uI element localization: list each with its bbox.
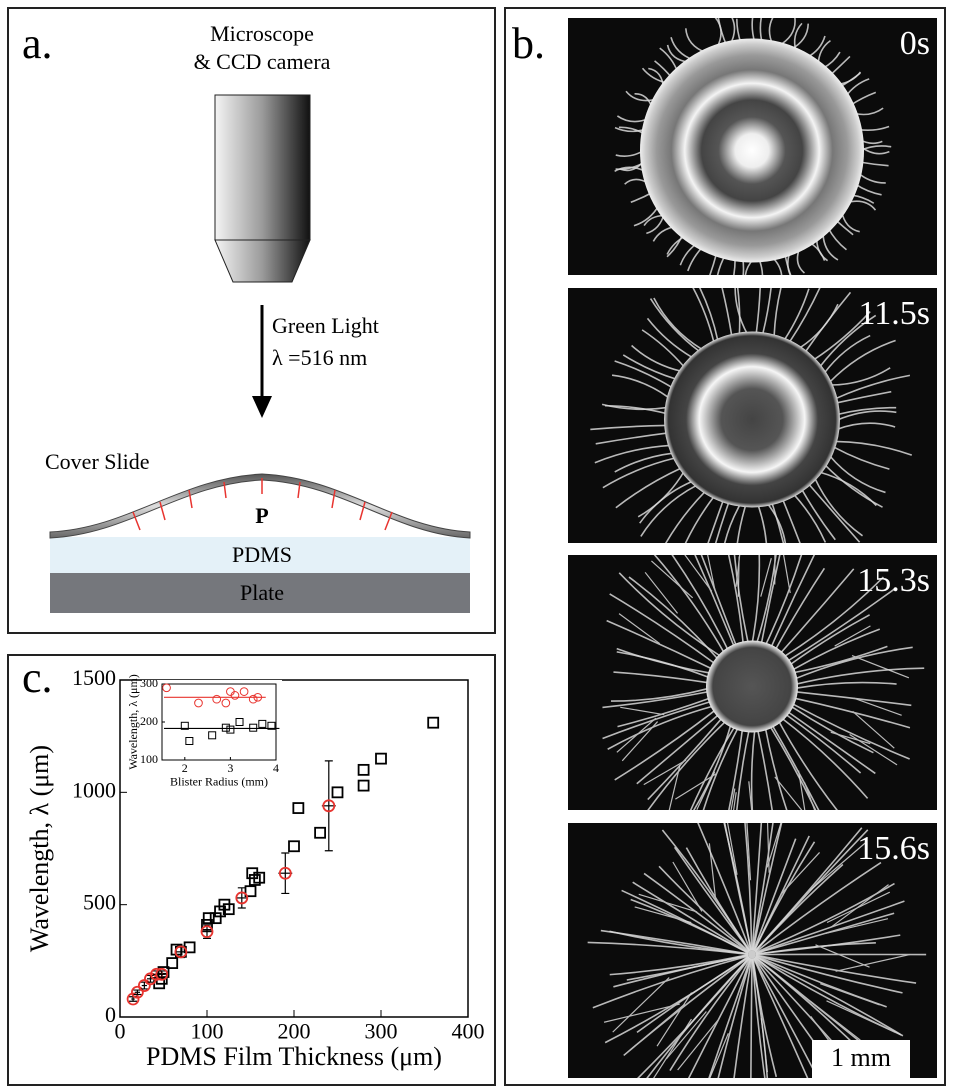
scale-bar-label: 1 mm xyxy=(831,1043,891,1072)
blister xyxy=(664,332,840,508)
label: Cover Slide xyxy=(45,449,150,474)
x-axis-label: PDMS Film Thickness (μm) xyxy=(146,1042,442,1071)
x-axis-label: Blister Radius (mm) xyxy=(170,775,268,789)
panel-label: b. xyxy=(512,19,545,68)
blister xyxy=(706,641,798,733)
page: a. Microscope & CCD camera Green Light λ… xyxy=(0,0,953,1092)
y-tick-label: 1000 xyxy=(72,777,116,802)
time-label: 15.6s xyxy=(857,830,930,867)
data-point xyxy=(376,754,386,764)
time-label: 11.5s xyxy=(859,295,930,332)
y-tick-label: 0 xyxy=(105,1002,116,1027)
blister xyxy=(640,39,864,263)
label: & CCD camera xyxy=(194,49,331,74)
panel-label: c. xyxy=(22,653,53,702)
y-tick-label: 1500 xyxy=(72,665,116,690)
data-point xyxy=(289,841,299,851)
micrograph: 0s xyxy=(568,13,937,287)
data-point xyxy=(315,828,325,838)
x-tick-label: 200 xyxy=(278,1019,311,1044)
y-tick-label: 500 xyxy=(83,890,116,915)
arrow-head xyxy=(252,396,272,418)
y-tick-label: 100 xyxy=(140,752,158,766)
microscope-lens xyxy=(215,240,310,282)
label: Green Light xyxy=(272,313,379,338)
label: Microscope xyxy=(210,21,314,46)
blister-center xyxy=(748,951,756,959)
image-frames: 0s 11.5s 15.3s 15.6s 1 mm xyxy=(568,13,937,1092)
data-point xyxy=(359,765,369,775)
y-axis-label: Wavelength, λ (μm) xyxy=(25,745,54,952)
data-point xyxy=(359,781,369,791)
data-point xyxy=(293,803,303,813)
time-label: 0s xyxy=(900,25,930,62)
micrograph: 15.3s xyxy=(568,524,937,855)
x-tick-label: 300 xyxy=(365,1019,398,1044)
panel-label: a. xyxy=(22,19,53,68)
figure: a. Microscope & CCD camera Green Light λ… xyxy=(0,0,953,1092)
data-point xyxy=(428,718,438,728)
label: Plate xyxy=(240,580,284,605)
y-tick-label: 200 xyxy=(140,714,158,728)
x-tick-label: 2 xyxy=(182,761,188,775)
data-point xyxy=(333,787,343,797)
time-label: 15.3s xyxy=(857,562,930,599)
label: PDMS xyxy=(232,542,292,567)
x-tick-label: 100 xyxy=(191,1019,224,1044)
micrograph: 11.5s xyxy=(568,263,937,579)
label: P xyxy=(255,503,268,528)
x-tick-label: 0 xyxy=(115,1019,126,1044)
y-tick-label: 300 xyxy=(140,676,158,690)
label: λ =516 nm xyxy=(272,345,367,370)
y-axis-label: Wavelength, λ (μm) xyxy=(126,674,140,770)
x-tick-label: 4 xyxy=(273,761,279,775)
x-tick-label: 3 xyxy=(227,761,233,775)
x-tick-label: 400 xyxy=(452,1019,485,1044)
plots: 0 100 200 300 400 0 500 1000 1500 PDMS Film Thick… xyxy=(25,665,485,1071)
microscope-body xyxy=(215,95,310,240)
